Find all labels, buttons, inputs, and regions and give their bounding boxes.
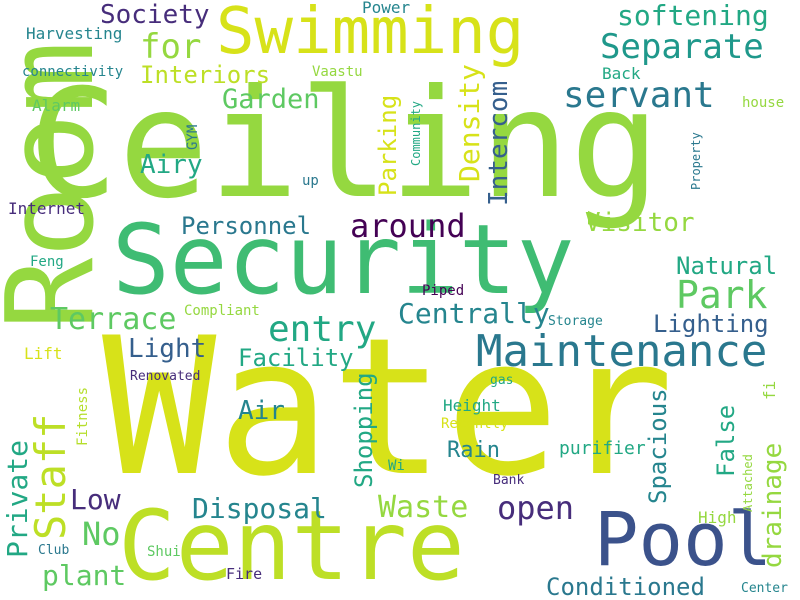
word-drainage: drainage <box>758 442 788 568</box>
word-false: False <box>712 404 740 477</box>
word-visitor: Visitor <box>585 208 695 238</box>
word-gym: GYM <box>185 124 201 150</box>
word-up: up <box>302 173 319 189</box>
word-house: house <box>742 95 785 111</box>
word-centrally: Centrally <box>398 297 550 330</box>
word-staff: Staff <box>26 413 75 540</box>
word-personnel: Personnel <box>181 212 312 240</box>
word-bank: Bank <box>493 473 525 488</box>
word-property: Property <box>689 132 703 190</box>
word-servant: servant <box>563 75 715 116</box>
word-swimming: Swimming <box>216 0 525 69</box>
word-attached: Attached <box>741 454 755 512</box>
word-interiors: Interiors <box>140 61 271 89</box>
word-club: Club <box>38 543 70 558</box>
word-garden: Garden <box>222 84 320 115</box>
word-private: Private <box>1 439 34 558</box>
word-recently: Recently <box>441 416 509 432</box>
word-internet: Internet <box>8 199 86 218</box>
word-spacious: Spacious <box>644 388 672 504</box>
word-park: Park <box>676 273 768 317</box>
word-entry: entry <box>268 309 377 350</box>
word-connectivity: connectivity <box>22 64 124 80</box>
word-no: No <box>82 515 121 553</box>
word-softening: softening <box>617 0 769 32</box>
word-open: open <box>497 489 575 527</box>
word-natural: Natural <box>676 252 778 280</box>
word-feng: Feng <box>30 254 64 270</box>
word-shui: Shui <box>147 544 181 560</box>
word-conditioned: Conditioned <box>546 573 705 600</box>
word-vaastu: Vaastu <box>312 64 363 80</box>
word-center: Center <box>741 581 788 596</box>
word-waste: Waste <box>378 490 469 525</box>
word-harvesting: Harvesting <box>26 24 123 43</box>
word-light: Light <box>128 334 207 364</box>
word-facility: Facility <box>238 344 354 372</box>
word-back: Back <box>602 64 641 83</box>
word-water: Water <box>102 297 674 518</box>
word-pool: Pool <box>594 497 773 583</box>
word-fitness: Fitness <box>75 386 91 446</box>
word-high: High <box>698 508 737 527</box>
word-air: Air <box>238 396 285 426</box>
word-purifier: purifier <box>559 438 646 459</box>
word-wi: Wi <box>388 458 405 474</box>
word-height: Height <box>443 396 501 415</box>
word-plant: plant <box>42 559 127 592</box>
word-alarm: Alarm <box>32 96 81 115</box>
word-power: Power <box>362 0 411 17</box>
word-lighting: Lighting <box>653 310 769 338</box>
word-piped: Piped <box>422 283 465 299</box>
word-density: Density <box>453 63 486 182</box>
word-storage: Storage <box>548 314 603 329</box>
word-lift: Lift <box>24 344 63 363</box>
word-shopping: Shopping <box>350 372 378 488</box>
word-separate: Separate <box>600 27 764 67</box>
word-renovated: Renovated <box>130 369 201 384</box>
word-parking: Parking <box>374 94 402 196</box>
word-ceiling: Ceiling <box>28 58 661 232</box>
word-intercom: Intercom <box>484 80 514 206</box>
word-for: for <box>140 27 202 67</box>
word-airy: Airy <box>140 150 203 180</box>
word-society: Society <box>100 0 210 30</box>
word-compliant: Compliant <box>184 303 260 319</box>
word-rain: Rain <box>447 438 500 463</box>
word-disposal: Disposal <box>192 492 327 525</box>
word-gas: gas <box>490 373 514 388</box>
word-security: Security <box>112 204 575 316</box>
word-around: around <box>350 207 466 245</box>
word-centre: Centre <box>118 490 465 600</box>
word-terrace: Terrace <box>50 302 177 337</box>
word-fi: fi <box>760 380 779 400</box>
word-fire: Fire <box>226 565 263 583</box>
word-maintenance: Maintenance <box>476 326 768 377</box>
word-low: Low <box>70 483 121 516</box>
word-community: Community <box>409 100 423 166</box>
